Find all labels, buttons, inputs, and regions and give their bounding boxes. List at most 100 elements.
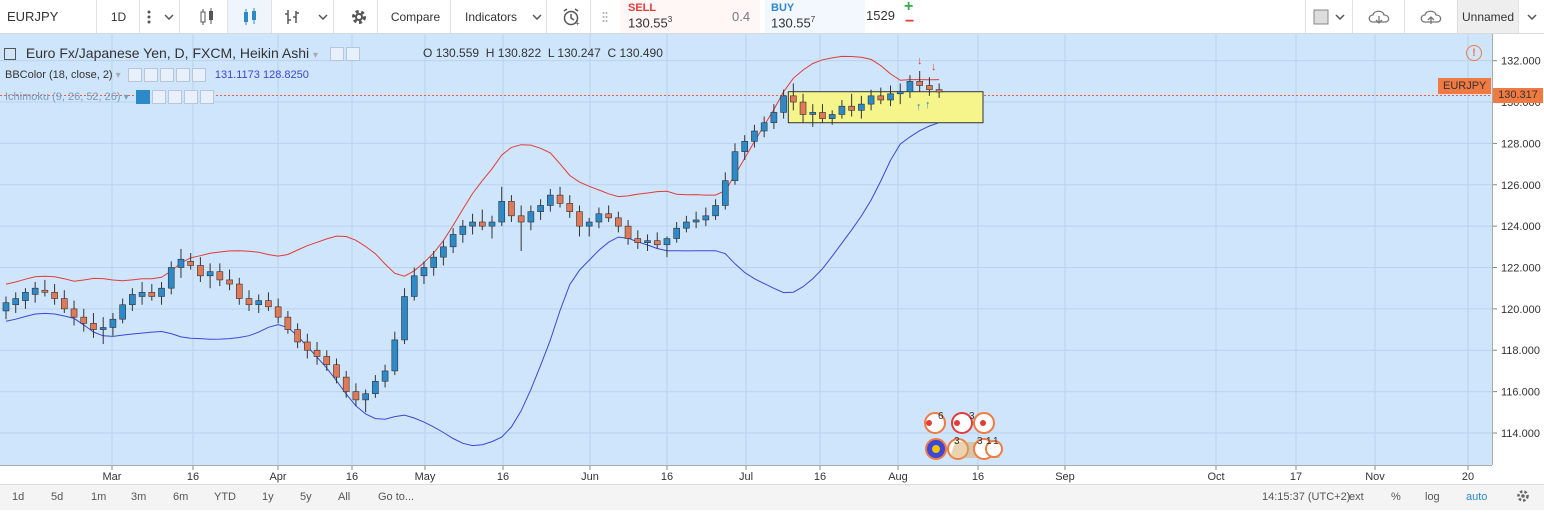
study-add-icon[interactable] (175, 68, 190, 82)
study2-chevron-down-icon[interactable]: ▾ (123, 91, 129, 103)
chart-pane[interactable]: ↓ ↓ ↑ ↑ 6 3 3 3 1 1 Euro Fx/Japanese Yen… (0, 34, 1492, 465)
percent-scale-toggle[interactable]: % (1391, 491, 1401, 503)
study-visibility-icon[interactable] (127, 68, 142, 82)
load-chart-button[interactable] (1353, 0, 1405, 33)
price-tick-label: 132.000 (1501, 56, 1541, 68)
study2-settings-icon[interactable] (151, 90, 166, 104)
ohlc-style-button[interactable] (272, 0, 312, 33)
range-5d-button[interactable]: 5d (51, 491, 64, 503)
range-1y-button[interactable]: 1y (262, 491, 274, 503)
range-ytd-button[interactable]: YTD (214, 491, 236, 503)
chart-style-chevron-down-icon[interactable] (312, 0, 334, 33)
interval-button[interactable]: 1D (98, 0, 140, 33)
price-tick-label: 114.000 (1501, 428, 1540, 440)
candle (430, 250, 437, 276)
layout-name-chevron-down-icon[interactable] (1519, 0, 1544, 33)
date-tick-label: May (415, 471, 436, 483)
study2-remove-icon[interactable] (199, 90, 214, 104)
study-value-2: 128.8250 (262, 68, 309, 81)
event-badge-2: 3 (969, 411, 975, 422)
candle (585, 217, 593, 237)
warning-icon[interactable]: ! (1466, 45, 1482, 61)
date-tick-label: 16 (497, 471, 509, 483)
series-chevron-down-icon[interactable]: ▾ (313, 50, 319, 61)
candle (187, 253, 194, 270)
study-legend-bbcolor[interactable]: BBColor (18, close, 2) ▾ 131.1173 128.82… (5, 68, 309, 82)
candle (576, 205, 583, 237)
bars-style-button[interactable] (186, 0, 228, 33)
candle (342, 370, 350, 398)
study2-add-icon[interactable] (183, 90, 198, 104)
clock-display[interactable]: 14:15:37 (UTC+2) (1262, 491, 1351, 503)
symbol-search-input[interactable]: EURJPY (0, 0, 97, 33)
candle (410, 267, 418, 301)
study-settings-icon[interactable] (143, 68, 158, 82)
study-legend-ichimoku[interactable]: Ichimoku (9, 26, 52, 26) ▾ (5, 90, 216, 104)
range-6m-button[interactable]: 6m (173, 491, 189, 503)
candle (440, 240, 447, 266)
drag-handle-icon[interactable] (594, 0, 616, 33)
auto-scale-toggle[interactable]: auto (1466, 491, 1488, 503)
buy-label: BUY (771, 2, 795, 14)
cloud-upload-icon (1420, 10, 1442, 24)
compare-button[interactable]: Compare (381, 0, 451, 33)
buy-button[interactable]: BUY 130.557 (765, 0, 865, 33)
extended-hours-toggle[interactable]: ext (1349, 491, 1364, 503)
candle (61, 290, 68, 314)
indicators-chevron-down-icon[interactable] (527, 0, 547, 33)
layout-name-button[interactable]: Unnamed (1457, 0, 1519, 33)
quantity-field[interactable]: 1529 (866, 8, 895, 23)
chart-layout-button[interactable] (1305, 0, 1353, 33)
candle (721, 172, 729, 210)
study-chevron-down-icon[interactable]: ▾ (115, 69, 121, 81)
settings-button[interactable] (340, 0, 378, 33)
layout-chevron-down-icon (1335, 13, 1345, 20)
indicators-button[interactable]: Indicators (464, 9, 518, 24)
study2-source-icon[interactable] (167, 90, 182, 104)
study2-hidden-icon[interactable] (135, 90, 150, 104)
current-price-label: 130.317 (1493, 88, 1543, 104)
candle (751, 124, 758, 148)
candle (478, 209, 486, 231)
candle (265, 292, 272, 311)
save-chart-button[interactable] (1405, 0, 1457, 33)
candle (819, 104, 826, 123)
more-dots-icon[interactable] (140, 0, 158, 33)
sell-button[interactable]: SELL 130.553 0.4 (620, 0, 760, 33)
series-settings-icon[interactable] (329, 47, 344, 62)
candle (838, 99, 846, 119)
study-remove-icon[interactable] (191, 68, 206, 82)
study2-name: Ichimoku (9, 26, 52, 26) (5, 90, 121, 103)
range-1d-button[interactable]: 1d (12, 491, 25, 503)
chart-properties-gear-icon[interactable] (1516, 488, 1530, 513)
candles-style-button[interactable] (228, 0, 272, 33)
candle (41, 279, 49, 297)
interval-chevron-down-icon[interactable] (158, 0, 180, 33)
candle (731, 143, 739, 185)
study-source-icon[interactable] (159, 68, 174, 82)
candle (673, 222, 680, 243)
bars-icon (200, 7, 213, 25)
range-5y-button[interactable]: 5y (300, 491, 312, 503)
price-chart[interactable]: ↓ ↓ ↑ ↑ (0, 34, 1492, 465)
date-axis[interactable]: Mar 16 Apr 16 May 16 Jun 16 Jul 16 Aug 16 Sep Oct 17 No… (0, 465, 1492, 485)
candle (916, 71, 923, 92)
range-all-button[interactable]: All (338, 491, 351, 503)
collapse-legend-icon[interactable] (4, 48, 16, 61)
candle (935, 83, 943, 98)
date-tick-label: 17 (1290, 471, 1302, 483)
quantity-minus-button[interactable]: − (905, 13, 915, 30)
candle (206, 263, 214, 289)
price-axis[interactable]: 132.000130.000128.000126.000124.000122.0… (1492, 34, 1544, 465)
range-3m-button[interactable]: 3m (131, 491, 147, 503)
alert-button[interactable]: + (551, 0, 591, 33)
main-series-legend[interactable]: Euro Fx/Japanese Yen, D, FXCM, Heikin As… (4, 45, 362, 62)
quantity-plus-button[interactable]: + (904, 0, 914, 15)
range-1m-button[interactable]: 1m (91, 491, 107, 503)
candle (313, 341, 321, 365)
log-scale-toggle[interactable]: log (1425, 491, 1440, 503)
candle (770, 104, 778, 129)
candle (235, 277, 243, 305)
series-format-icon[interactable] (345, 47, 360, 62)
goto-date-button[interactable]: Go to... (378, 491, 415, 503)
